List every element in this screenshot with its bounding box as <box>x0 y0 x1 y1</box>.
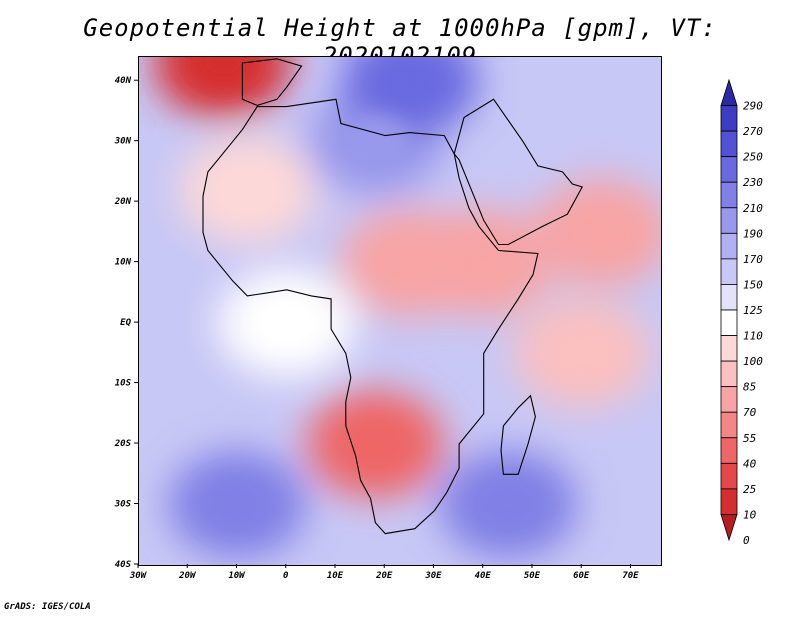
colorbar-box <box>720 258 738 285</box>
y-tick-label: 30S <box>114 500 132 510</box>
field-core-4 <box>375 236 444 289</box>
y-axis: 40N 30N 20N 10N EQ 10S 20S 30S 40S <box>114 76 138 570</box>
colorbar-box <box>720 488 738 515</box>
x-tick-label: 30W <box>129 571 148 581</box>
field-core-3 <box>375 57 444 108</box>
field-core-5 <box>449 236 518 289</box>
colorbar-box <box>720 207 738 234</box>
colorbar-arrow-top <box>720 78 738 106</box>
colorbar-label: 0 <box>743 534 750 547</box>
colorbar-label: 70 <box>743 406 757 419</box>
x-tick-label: 50E <box>524 571 541 581</box>
field-core-9 <box>474 478 543 531</box>
colorbar-box <box>720 309 738 336</box>
grads-credit: GrADS: IGES/COLA <box>4 602 91 612</box>
x-tick-label: 30E <box>424 571 442 581</box>
x-tick-label: 20W <box>178 571 197 581</box>
colorbar-box <box>720 156 738 183</box>
coastlines <box>202 58 584 535</box>
colorbar-label: 40 <box>743 457 757 470</box>
y-tick-label: EQ <box>120 318 131 328</box>
x-tick-label: 70E <box>622 571 639 581</box>
field-core-2 <box>341 115 410 168</box>
y-tick-label: 40N <box>115 76 132 86</box>
y-tick-label: 10S <box>115 379 132 389</box>
y-tick-label: 40S <box>115 560 132 570</box>
colorbar: 2902702502302101901701501251101008570554… <box>720 78 763 547</box>
colorbar-label: 25 <box>743 483 756 496</box>
colorbar-box <box>720 335 738 362</box>
colorbar-label: 100 <box>743 355 763 368</box>
colorbar-box <box>720 386 738 413</box>
colorbar-box <box>720 130 738 158</box>
field-core-10 <box>252 297 321 350</box>
colorbar-label: 110 <box>743 330 763 343</box>
x-tick-label: 60E <box>573 571 590 581</box>
map-canvas <box>139 57 661 565</box>
iberia-coast <box>241 58 303 106</box>
colorbar-box <box>720 360 738 388</box>
field-cores <box>188 57 636 531</box>
colorbar-arrow-bottom <box>720 514 738 542</box>
colorbar-label: 125 <box>743 304 763 317</box>
arabia-coast <box>453 98 584 246</box>
colorbar-box <box>720 284 738 311</box>
colorbar-label: 230 <box>743 176 763 189</box>
colorbar-label: 10 <box>743 508 757 521</box>
colorbar-label: 270 <box>743 125 763 138</box>
x-tick-label: 0 <box>283 571 289 581</box>
x-axis: 30W 20W 10W 0 10E 20E 30E 40E 50E 60E 70E <box>129 564 639 581</box>
colorbar-label: 250 <box>743 151 763 164</box>
africa-coast <box>202 98 539 535</box>
field-core-6 <box>567 206 636 259</box>
colorbar-label: 85 <box>743 381 756 394</box>
y-tick-label: 10N <box>115 258 132 268</box>
x-tick-label: 20E <box>375 571 393 581</box>
colorbar-label: 210 <box>743 202 763 215</box>
field-core-7 <box>341 418 410 471</box>
x-tick-label: 40E <box>475 571 492 581</box>
map-plot-area <box>138 56 662 566</box>
colorbar-box <box>720 462 738 490</box>
height-field <box>139 57 661 565</box>
colorbar-label: 190 <box>743 227 763 240</box>
y-tick-label: 20N <box>114 197 132 207</box>
field-core-1 <box>213 164 282 217</box>
field-core-0 <box>188 57 257 90</box>
colorbar-box <box>720 411 738 439</box>
field-core-11 <box>548 327 617 380</box>
colorbar-label: 150 <box>743 278 763 291</box>
x-tick-label: 10E <box>327 571 344 581</box>
madagascar-coast <box>500 394 536 475</box>
colorbar-box <box>720 181 738 209</box>
colorbar-box <box>720 437 738 464</box>
colorbar-label: 55 <box>743 432 756 445</box>
y-tick-label: 30N <box>114 137 132 147</box>
field-core-8 <box>203 478 272 531</box>
colorbar-box <box>720 105 738 132</box>
colorbar-label: 290 <box>743 100 763 113</box>
colorbar-label: 170 <box>743 253 763 266</box>
y-tick-label: 20S <box>114 439 132 449</box>
x-tick-label: 10W <box>228 571 246 581</box>
colorbar-box <box>720 232 738 260</box>
